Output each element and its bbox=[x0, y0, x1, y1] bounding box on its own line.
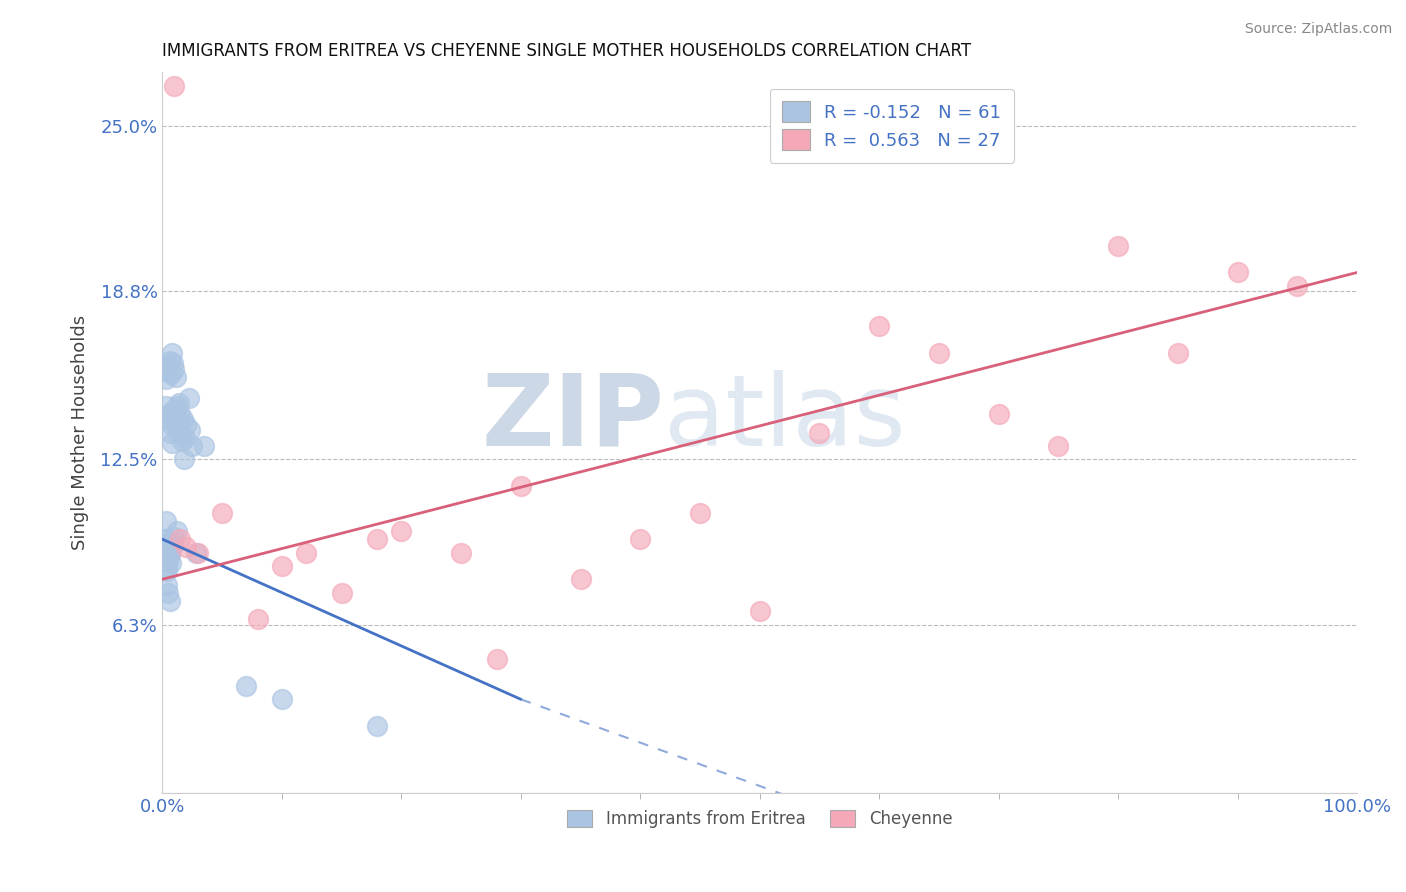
Legend: Immigrants from Eritrea, Cheyenne: Immigrants from Eritrea, Cheyenne bbox=[561, 803, 959, 835]
Point bbox=[176, 417, 198, 432]
Point bbox=[159, 545, 181, 559]
Point bbox=[1226, 265, 1249, 279]
Point bbox=[167, 425, 190, 440]
Point bbox=[160, 345, 183, 359]
Point bbox=[169, 533, 191, 547]
Point bbox=[160, 404, 183, 418]
Point bbox=[156, 564, 179, 578]
Point bbox=[155, 550, 177, 565]
Point bbox=[160, 417, 183, 432]
Point bbox=[160, 436, 183, 450]
Point bbox=[159, 367, 181, 381]
Point bbox=[153, 533, 176, 547]
Point bbox=[159, 425, 181, 440]
Point bbox=[160, 541, 183, 555]
Point bbox=[366, 533, 388, 547]
Point bbox=[271, 558, 294, 573]
Point bbox=[159, 593, 181, 607]
Point bbox=[156, 541, 179, 555]
Text: atlas: atlas bbox=[664, 369, 905, 467]
Point bbox=[162, 356, 184, 370]
Point bbox=[155, 545, 177, 559]
Point bbox=[1167, 345, 1189, 359]
Text: ZIP: ZIP bbox=[481, 369, 664, 467]
Point bbox=[159, 353, 181, 368]
Point bbox=[485, 652, 508, 666]
Point bbox=[235, 679, 257, 693]
Point bbox=[157, 359, 180, 373]
Point bbox=[628, 533, 651, 547]
Point bbox=[271, 692, 294, 706]
Point bbox=[156, 577, 179, 591]
Point bbox=[155, 514, 177, 528]
Point bbox=[987, 407, 1010, 421]
Point bbox=[159, 538, 181, 552]
Point bbox=[389, 524, 412, 539]
Point bbox=[163, 409, 186, 424]
Point bbox=[162, 412, 184, 426]
Point bbox=[748, 604, 770, 618]
Text: Source: ZipAtlas.com: Source: ZipAtlas.com bbox=[1244, 22, 1392, 37]
Point bbox=[159, 535, 181, 549]
Point bbox=[159, 548, 181, 562]
Point bbox=[193, 439, 215, 453]
Point bbox=[163, 530, 186, 544]
Point bbox=[163, 78, 186, 93]
Point bbox=[211, 506, 233, 520]
Point bbox=[868, 318, 890, 333]
Point bbox=[157, 533, 180, 547]
Point bbox=[156, 545, 179, 559]
Point bbox=[166, 524, 188, 539]
Point bbox=[509, 479, 531, 493]
Point bbox=[1286, 278, 1309, 293]
Point bbox=[166, 399, 188, 413]
Point bbox=[156, 558, 179, 573]
Point bbox=[163, 415, 186, 429]
Point bbox=[247, 612, 270, 626]
Point bbox=[689, 506, 711, 520]
Point bbox=[156, 364, 179, 378]
Point bbox=[157, 412, 180, 426]
Point bbox=[170, 434, 193, 448]
Point bbox=[165, 401, 187, 416]
Point bbox=[179, 423, 201, 437]
Point bbox=[928, 345, 950, 359]
Text: IMMIGRANTS FROM ERITREA VS CHEYENNE SINGLE MOTHER HOUSEHOLDS CORRELATION CHART: IMMIGRANTS FROM ERITREA VS CHEYENNE SING… bbox=[163, 42, 972, 60]
Point bbox=[366, 719, 388, 733]
Point bbox=[1047, 439, 1070, 453]
Point bbox=[155, 372, 177, 386]
Point bbox=[169, 407, 191, 421]
Point bbox=[174, 431, 197, 445]
Point bbox=[569, 572, 592, 586]
Point bbox=[172, 412, 194, 426]
Point bbox=[157, 553, 180, 567]
Y-axis label: Single Mother Households: Single Mother Households bbox=[72, 315, 89, 550]
Point bbox=[450, 545, 472, 559]
Point bbox=[330, 585, 353, 599]
Point bbox=[163, 361, 186, 376]
Point bbox=[157, 542, 180, 557]
Point bbox=[159, 556, 181, 570]
Point bbox=[181, 439, 204, 453]
Point bbox=[187, 545, 209, 559]
Point bbox=[162, 538, 184, 552]
Point bbox=[157, 585, 180, 599]
Point bbox=[177, 391, 200, 405]
Point bbox=[808, 425, 831, 440]
Point bbox=[173, 452, 195, 467]
Point bbox=[155, 399, 177, 413]
Point bbox=[167, 417, 190, 432]
Point bbox=[1107, 239, 1129, 253]
Point bbox=[184, 545, 207, 559]
Point bbox=[167, 396, 190, 410]
Point bbox=[159, 407, 181, 421]
Point bbox=[295, 545, 318, 559]
Point bbox=[176, 541, 198, 555]
Point bbox=[165, 369, 187, 384]
